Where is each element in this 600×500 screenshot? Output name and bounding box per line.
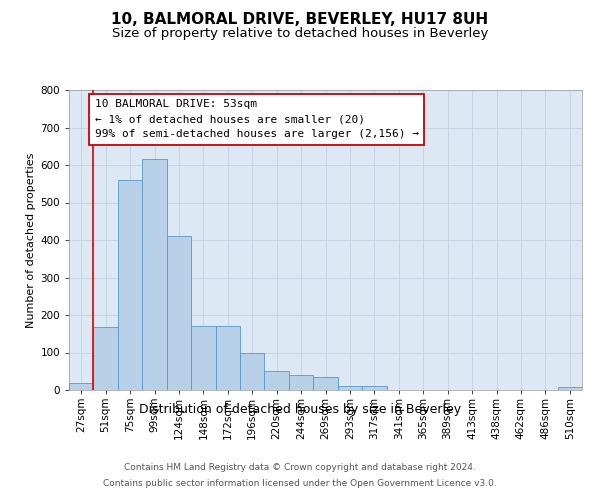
Bar: [167, 236, 191, 390]
Text: Contains public sector information licensed under the Open Government Licence v3: Contains public sector information licen…: [103, 478, 497, 488]
Bar: [289, 375, 313, 390]
Bar: [313, 377, 338, 390]
Bar: [265, 371, 289, 390]
Y-axis label: Number of detached properties: Number of detached properties: [26, 152, 36, 328]
Text: Distribution of detached houses by size in Beverley: Distribution of detached houses by size …: [139, 402, 461, 415]
Bar: [215, 326, 240, 390]
Bar: [94, 328, 118, 390]
Text: 10 BALMORAL DRIVE: 53sqm
← 1% of detached houses are smaller (20)
99% of semi-de: 10 BALMORAL DRIVE: 53sqm ← 1% of detache…: [95, 100, 419, 139]
Bar: [362, 386, 386, 390]
Text: Contains HM Land Registry data © Crown copyright and database right 2024.: Contains HM Land Registry data © Crown c…: [124, 464, 476, 472]
Bar: [69, 382, 94, 390]
Bar: [191, 326, 215, 390]
Text: 10, BALMORAL DRIVE, BEVERLEY, HU17 8UH: 10, BALMORAL DRIVE, BEVERLEY, HU17 8UH: [112, 12, 488, 28]
Bar: [118, 180, 142, 390]
Bar: [142, 160, 167, 390]
Bar: [557, 387, 582, 390]
Text: Size of property relative to detached houses in Beverley: Size of property relative to detached ho…: [112, 28, 488, 40]
Bar: [338, 386, 362, 390]
Bar: [240, 352, 265, 390]
